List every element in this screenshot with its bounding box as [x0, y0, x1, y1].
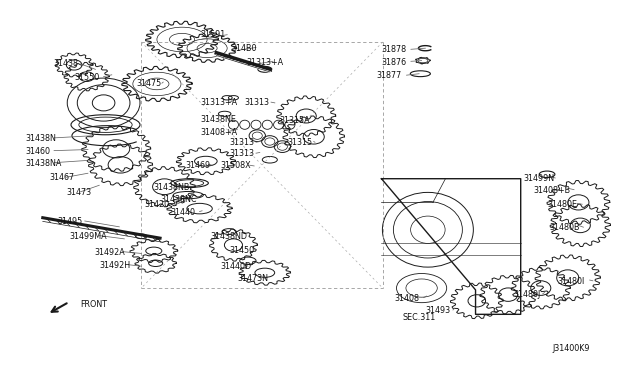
Text: 31438ND: 31438ND [211, 232, 247, 241]
Text: FRONT: FRONT [81, 300, 108, 309]
Text: 31495: 31495 [58, 217, 83, 226]
Text: 31473N: 31473N [237, 275, 268, 283]
Text: 31420: 31420 [145, 201, 170, 209]
Text: 31315: 31315 [287, 138, 312, 147]
Text: 31438NB: 31438NB [154, 183, 190, 192]
Text: 31493: 31493 [426, 306, 451, 315]
Text: 31876: 31876 [381, 58, 406, 67]
Text: 31499N: 31499N [524, 174, 555, 183]
Text: 31438NC: 31438NC [160, 195, 196, 204]
Text: 31508X: 31508X [221, 161, 252, 170]
Text: 31480I: 31480I [557, 277, 584, 286]
Text: 31440D: 31440D [221, 262, 252, 272]
Text: 31480J: 31480J [513, 290, 540, 299]
Text: 31878: 31878 [381, 45, 406, 54]
Text: SEC.311: SEC.311 [403, 314, 436, 323]
Text: 314B0: 314B0 [231, 44, 257, 53]
Text: 31313: 31313 [244, 98, 269, 108]
Text: 31408+A: 31408+A [201, 128, 238, 137]
Text: 31440: 31440 [171, 208, 196, 217]
Text: 31438: 31438 [54, 60, 79, 68]
Text: 31591: 31591 [201, 30, 226, 39]
Text: 31467: 31467 [49, 173, 74, 183]
Text: 31877: 31877 [376, 71, 402, 80]
Text: 31438NA: 31438NA [25, 159, 61, 168]
Text: 31550: 31550 [74, 73, 99, 82]
Text: 31313: 31313 [229, 150, 254, 158]
Text: 31313+A: 31313+A [246, 58, 283, 67]
Text: 31408+B: 31408+B [533, 186, 570, 195]
Text: 31473: 31473 [66, 188, 91, 197]
Text: 31313: 31313 [229, 138, 254, 147]
Text: 31469: 31469 [185, 161, 211, 170]
Text: 31438N: 31438N [25, 134, 56, 143]
Text: 31315A: 31315A [279, 116, 310, 125]
Text: 31475: 31475 [137, 79, 162, 88]
Text: 31492A: 31492A [94, 248, 125, 257]
Text: 31438NE: 31438NE [201, 115, 237, 124]
Text: 31499MA: 31499MA [69, 232, 107, 241]
Text: 31313+A: 31313+A [201, 98, 238, 108]
Text: 31492H: 31492H [99, 261, 131, 270]
Text: 31480E: 31480E [547, 201, 577, 209]
Text: 31460: 31460 [25, 147, 50, 156]
Text: 31408: 31408 [394, 294, 419, 303]
Text: 31480B: 31480B [549, 224, 579, 232]
Text: 31450: 31450 [229, 246, 254, 256]
Text: J31400K9: J31400K9 [552, 344, 589, 353]
